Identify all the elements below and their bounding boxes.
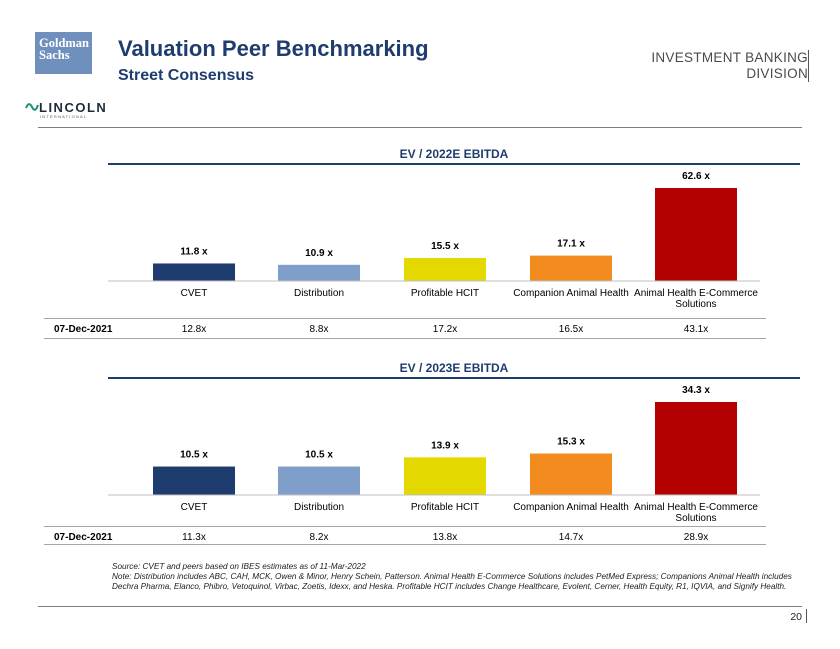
category-label: Distribution: [294, 288, 344, 299]
chart-2-row-rule-bottom: [44, 544, 766, 545]
chart-2-title-rule: [108, 377, 800, 379]
data-label: 10.9 x: [305, 248, 333, 259]
division-divider: [808, 50, 809, 82]
lincoln-tagline: INTERNATIONAL: [40, 114, 88, 119]
bar-2: [278, 264, 360, 281]
goldman-sachs-logo: Goldman Sachs: [35, 32, 92, 74]
data-label: 17.1 x: [557, 239, 585, 250]
bar-4: [530, 255, 612, 281]
division-line-2: DIVISION: [746, 66, 808, 81]
bar-3: [404, 257, 486, 281]
header-divider: [38, 127, 802, 128]
footer-divider: [38, 606, 802, 607]
chart-1-row-rule-bottom: [44, 338, 766, 339]
chart-1-row-value: 43.1x: [683, 324, 709, 335]
chart-2-row-value: 8.2x: [309, 532, 329, 543]
lincoln-wave-icon: [25, 103, 39, 111]
category-label: Companion Animal Health: [513, 502, 629, 513]
data-label: 62.6 x: [682, 171, 710, 182]
division-line-1: INVESTMENT BANKING: [651, 50, 808, 65]
data-label: 15.5 x: [431, 241, 459, 252]
chart-1-row-rule-top: [44, 318, 766, 319]
lincoln-wordmark: LINCOLN: [39, 100, 108, 115]
chart-1-row-value: 12.8x: [181, 324, 207, 335]
chart-2-row-value: 11.3x: [182, 532, 206, 543]
page-subtitle: Street Consensus: [118, 67, 255, 84]
category-label: Companion Animal Health: [513, 288, 629, 299]
chart-1-title: EV / 2022E EBITDA: [399, 147, 509, 161]
chart-2-title: EV / 2023E EBITDA: [399, 361, 509, 375]
chart-2-row-value: 28.9x: [683, 532, 709, 543]
chart-2: 10.5 x CVET 10.5 x Distribution 13.9 x Profit…: [108, 385, 760, 524]
chart-1-row-label: 07-Dec-2021: [54, 324, 113, 335]
bar-1: [153, 263, 235, 281]
chart-2-row-value: 13.8x: [432, 532, 458, 543]
category-label: Solutions: [675, 299, 716, 310]
methodology-note: Note: Distribution includes ABC, CAH, MC…: [112, 572, 792, 591]
category-label: Animal Health E-Commerce: [634, 288, 758, 299]
bar-1: [153, 466, 235, 495]
chart-2-row-label: 07-Dec-2021: [54, 532, 113, 543]
chart-1-title-rule: [108, 163, 800, 165]
page-number-divider: [806, 609, 807, 623]
chart-1-row-value: 8.8x: [309, 324, 329, 335]
data-label: 13.9 x: [431, 440, 459, 451]
chart-1: 11.8 x CVET 10.9 x Distribution 15.5 x Profit…: [108, 171, 760, 310]
page-title: Valuation Peer Benchmarking: [118, 36, 429, 61]
data-label: 10.5 x: [305, 450, 333, 461]
footnotes: Source: CVET and peers based on IBES est…: [112, 562, 802, 592]
bar-4: [530, 453, 612, 495]
bar-2: [278, 466, 360, 495]
category-label: CVET: [181, 288, 208, 299]
logo-line-1: Goldman: [39, 36, 90, 50]
division-label: INVESTMENT BANKING DIVISION: [651, 50, 808, 82]
page-number: 20: [790, 611, 802, 623]
data-label: 34.3 x: [682, 385, 710, 396]
category-label: Profitable HCIT: [411, 502, 479, 513]
category-label: Animal Health E-Commerce: [634, 502, 758, 513]
bar-5: [655, 188, 737, 281]
data-label: 11.8 x: [180, 246, 208, 257]
data-label: 10.5 x: [180, 450, 208, 461]
source-note: Source: CVET and peers based on IBES est…: [112, 562, 366, 571]
bar-5: [655, 402, 737, 495]
logo-line-2: Sachs: [39, 48, 70, 62]
chart-2-row-rule-top: [44, 526, 766, 527]
category-label: Profitable HCIT: [411, 288, 479, 299]
category-label: CVET: [181, 502, 208, 513]
data-label: 15.3 x: [557, 437, 585, 448]
category-label: Distribution: [294, 502, 344, 513]
chart-2-row-value: 14.7x: [558, 532, 584, 543]
chart-1-row-value: 16.5x: [558, 324, 584, 335]
bar-3: [404, 457, 486, 495]
category-label: Solutions: [675, 513, 716, 524]
chart-1-row-value: 17.2x: [432, 324, 458, 335]
